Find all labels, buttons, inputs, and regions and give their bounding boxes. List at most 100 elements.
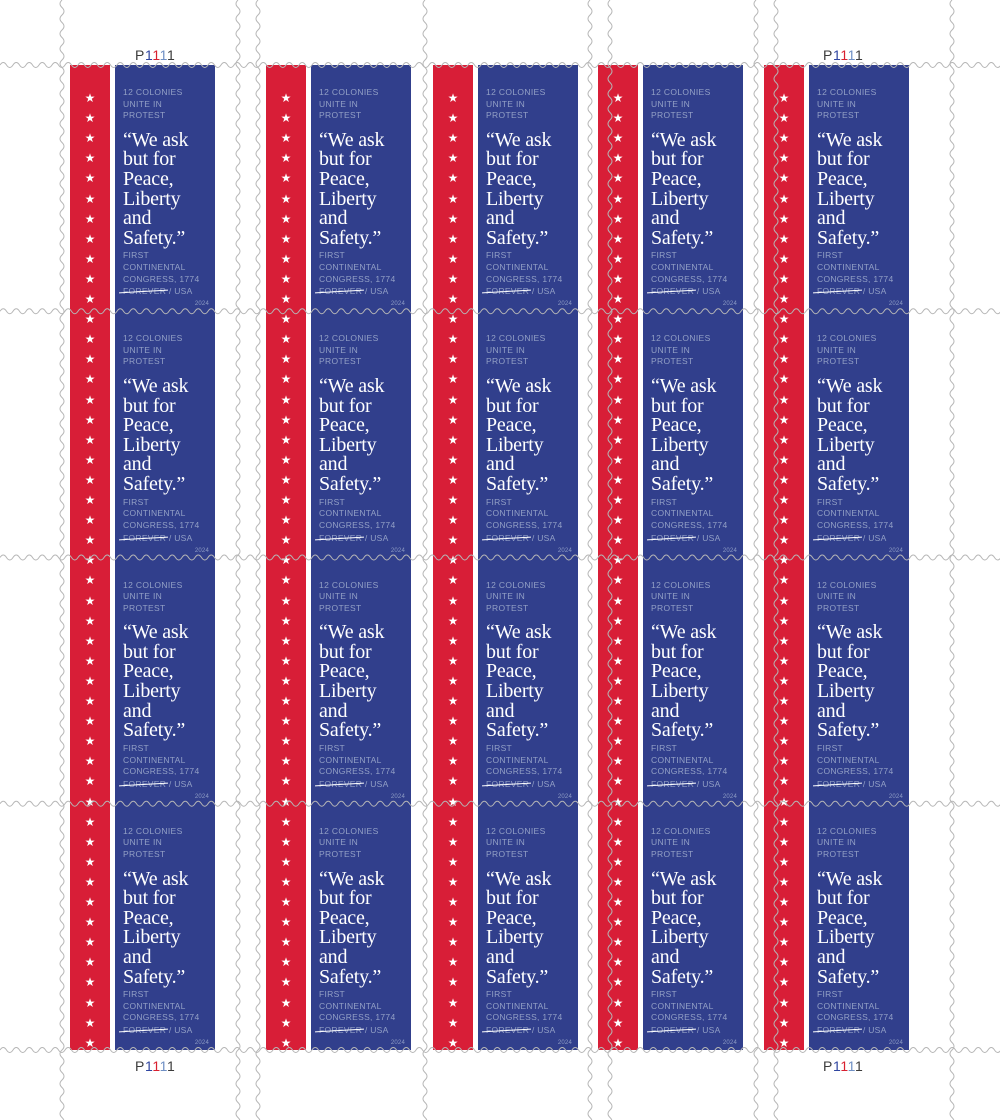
star-icon: ★ xyxy=(612,613,624,628)
stamp-quote-line: and xyxy=(651,453,680,476)
stamp-credit-line: CONTINENTAL xyxy=(651,508,714,519)
stamp-credit: FIRST CONTINENTAL CONGRESS, 1774 xyxy=(123,250,199,285)
star-strip: ★ ★ ★ ★ ★ ★ ★ ★ ★ ★ ★ ★ ★ ★ ★ ★ ★ ★ ★ ★ ★ ★ ★ ★ ★ ★ ★ ★ ★ ★ ★ ★ ★ ★ ★ ★ ★ ★ ★ ★… xyxy=(764,65,804,1050)
postage-stamp[interactable]: 12 COLONIES UNITE IN PROTEST “We ask but for… xyxy=(115,803,215,1050)
stamp-credit-line: CONGRESS, 1774 xyxy=(817,1012,894,1023)
stamp-denomination: FOREVER / USA xyxy=(651,286,721,297)
postage-stamp[interactable]: 12 COLONIES UNITE IN PROTEST “We ask but for… xyxy=(809,65,909,312)
star-icon: ★ xyxy=(84,814,96,829)
stamp-quote-line: Safety.” xyxy=(651,719,714,742)
star-icon: ★ xyxy=(612,794,624,809)
stamp-quote-line: Liberty xyxy=(651,433,709,456)
star-icon: ★ xyxy=(778,271,790,286)
star-icon: ★ xyxy=(778,171,790,186)
postage-stamp[interactable]: 12 COLONIES UNITE IN PROTEST “We ask but for… xyxy=(809,803,909,1050)
stamp-quote-line: and xyxy=(651,699,680,722)
postage-stamp[interactable]: 12 COLONIES UNITE IN PROTEST “We ask but for… xyxy=(311,65,411,312)
star-icon: ★ xyxy=(778,573,790,588)
stamp-quote-line: Safety.” xyxy=(123,473,186,495)
stamp-eyebrow-line: UNITE IN xyxy=(319,591,359,602)
stamp-eyebrow-line: 12 COLONIES xyxy=(651,825,711,836)
perforation-line-vertical xyxy=(949,0,955,1120)
stamp-credit-line: FIRST xyxy=(651,496,678,507)
stamp-quote-line: but for xyxy=(651,394,704,417)
stamp-credit-line: CONTINENTAL xyxy=(319,262,382,273)
stamp-quote-line: but for xyxy=(651,887,704,910)
denomination-suffix: / USA xyxy=(696,778,721,789)
stamp-credit-line: CONTINENTAL xyxy=(817,262,880,273)
stamp-credit-line: FIRST xyxy=(651,742,678,753)
star-icon: ★ xyxy=(84,171,96,186)
stamp-quote-line: “We ask xyxy=(319,867,385,890)
stamp-quote-line: Peace, xyxy=(817,906,868,929)
star-icon: ★ xyxy=(84,292,96,306)
postage-stamp[interactable]: 12 COLONIES UNITE IN PROTEST “We ask but for… xyxy=(115,311,215,558)
stamp-eyebrow-line: UNITE IN xyxy=(319,344,359,355)
stamp-quote-line: but for xyxy=(319,394,372,417)
postage-stamp[interactable]: 12 COLONIES UNITE IN PROTEST “We ask but for… xyxy=(478,803,578,1050)
star-icon: ★ xyxy=(447,814,459,829)
postage-stamp[interactable]: 12 COLONIES UNITE IN PROTEST “We ask but for… xyxy=(478,65,578,312)
star-icon: ★ xyxy=(280,332,292,347)
stamp-quote-line: Safety.” xyxy=(486,473,549,495)
star-icon: ★ xyxy=(280,694,292,708)
stamp-eyebrow: 12 COLONIES UNITE IN PROTEST xyxy=(123,333,207,368)
star-icon: ★ xyxy=(280,613,292,628)
denomination-forever-cancelled: FOREVER xyxy=(319,286,363,297)
stamp-eyebrow: 12 COLONIES UNITE IN PROTEST xyxy=(486,333,570,368)
star-icon: ★ xyxy=(447,694,459,708)
star-icon: ★ xyxy=(280,171,292,186)
stamp-eyebrow-line: UNITE IN xyxy=(651,98,691,109)
postage-stamp[interactable]: 12 COLONIES UNITE IN PROTEST “We ask but for… xyxy=(478,557,578,804)
star-icon: ★ xyxy=(280,493,292,507)
stamp-eyebrow-line: PROTEST xyxy=(486,602,529,613)
star-icon: ★ xyxy=(778,854,790,869)
star-icon: ★ xyxy=(280,794,292,809)
stamp-quote-line: but for xyxy=(123,640,176,663)
star-icon: ★ xyxy=(447,653,459,668)
stamp-eyebrow-line: UNITE IN xyxy=(123,344,163,355)
stamp-year: 2024 xyxy=(888,1040,903,1046)
postage-stamp[interactable]: 12 COLONIES UNITE IN PROTEST “We ask but for… xyxy=(643,803,743,1050)
star-icon: ★ xyxy=(778,131,790,146)
star-icon: ★ xyxy=(84,191,96,206)
stamp-stack: 12 COLONIES UNITE IN PROTEST “We ask but for… xyxy=(809,65,909,1050)
stamp-eyebrow-line: PROTEST xyxy=(123,356,166,367)
stamp-quote: “We ask but for Peace, Liberty and Safety.” xyxy=(651,376,735,495)
star-icon: ★ xyxy=(612,1015,624,1030)
stamp-column: ★ ★ ★ ★ ★ ★ ★ ★ ★ ★ ★ ★ ★ ★ ★ ★ ★ ★ ★ ★ ★ ★ ★ ★ ★ ★ ★ ★ ★ ★ ★ ★ ★ ★ ★ ★ ★ ★ ★ ★… xyxy=(433,65,578,1050)
star-icon: ★ xyxy=(84,432,96,447)
star-icon: ★ xyxy=(447,995,459,1010)
stamp-denomination: FOREVER / USA xyxy=(319,533,389,544)
postage-stamp[interactable]: 12 COLONIES UNITE IN PROTEST “We ask but for… xyxy=(643,65,743,312)
stamp-credit: FIRST CONTINENTAL CONGRESS, 1774 xyxy=(651,497,727,532)
star-strip: ★ ★ ★ ★ ★ ★ ★ ★ ★ ★ ★ ★ ★ ★ ★ ★ ★ ★ ★ ★ ★ ★ ★ ★ ★ ★ ★ ★ ★ ★ ★ ★ ★ ★ ★ ★ ★ ★ ★ ★… xyxy=(70,65,110,1050)
star-icon: ★ xyxy=(84,1035,96,1050)
stamp-credit-line: CONGRESS, 1774 xyxy=(651,273,728,284)
postage-stamp[interactable]: 12 COLONIES UNITE IN PROTEST “We ask but for… xyxy=(478,311,578,558)
postage-stamp[interactable]: 12 COLONIES UNITE IN PROTEST “We ask but for… xyxy=(643,311,743,558)
stamp-eyebrow: 12 COLONIES UNITE IN PROTEST xyxy=(123,826,207,861)
postage-stamp[interactable]: 12 COLONIES UNITE IN PROTEST “We ask but for… xyxy=(311,557,411,804)
star-icon: ★ xyxy=(84,372,96,387)
stamp-eyebrow-line: PROTEST xyxy=(486,356,529,367)
star-icon: ★ xyxy=(280,412,292,427)
perforation-line-vertical xyxy=(422,0,428,1120)
postage-stamp[interactable]: 12 COLONIES UNITE IN PROTEST “We ask but for… xyxy=(311,311,411,558)
postage-stamp[interactable]: 12 COLONIES UNITE IN PROTEST “We ask but for… xyxy=(311,803,411,1050)
stamp-credit-line: CONGRESS, 1774 xyxy=(486,1012,563,1023)
stamp-quote-line: but for xyxy=(319,148,372,171)
postage-stamp[interactable]: 12 COLONIES UNITE IN PROTEST “We ask but for… xyxy=(643,557,743,804)
star-icon: ★ xyxy=(447,513,459,528)
star-icon: ★ xyxy=(612,91,624,105)
stamp-quote-line: Safety.” xyxy=(319,965,382,988)
stamp-quote-line: “We ask xyxy=(817,128,883,151)
stamp-eyebrow: 12 COLONIES UNITE IN PROTEST xyxy=(123,580,207,615)
stamp-eyebrow-line: PROTEST xyxy=(319,356,362,367)
star-icon: ★ xyxy=(280,955,292,970)
postage-stamp[interactable]: 12 COLONIES UNITE IN PROTEST “We ask but for… xyxy=(809,311,909,558)
postage-stamp[interactable]: 12 COLONIES UNITE IN PROTEST “We ask but for… xyxy=(115,557,215,804)
star-icon: ★ xyxy=(778,211,790,226)
postage-stamp[interactable]: 12 COLONIES UNITE IN PROTEST “We ask but for… xyxy=(809,557,909,804)
postage-stamp[interactable]: 12 COLONIES UNITE IN PROTEST “We ask but for… xyxy=(115,65,215,312)
